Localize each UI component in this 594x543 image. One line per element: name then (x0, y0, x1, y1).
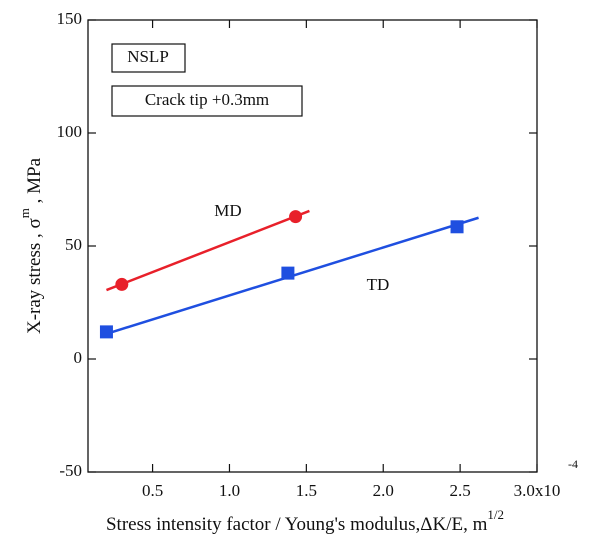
x-tick-label: 3.0x10 (514, 481, 561, 500)
point (115, 277, 129, 291)
annotation: Crack tip +0.3mm (145, 90, 269, 109)
x-axis-label: Stress intensity factor / Young's modulu… (106, 507, 504, 535)
annotation-box (111, 43, 186, 73)
y-axis-label: X-ray stress , σm , MPa (17, 157, 45, 334)
y-axis-label-superscript: m (17, 208, 32, 218)
x-tick-label: 1.0 (219, 481, 240, 500)
y-tick-label: -50 (59, 461, 82, 480)
x-axis-label-superscript: 1/2 (487, 507, 504, 522)
series-label: TD (367, 275, 390, 294)
y-axis-label-text: X-ray stress , σ (24, 218, 45, 334)
point (450, 220, 464, 234)
fit-line (105, 209, 310, 292)
y-tick-label: 50 (65, 235, 82, 254)
x-tick-label: 2.5 (449, 481, 470, 500)
y-tick-label: 0 (74, 348, 83, 367)
annotation: NSLP (127, 47, 169, 66)
point (99, 325, 113, 339)
x-tick-label: 0.5 (142, 481, 163, 500)
point (281, 266, 295, 280)
series-label: MD (214, 201, 241, 220)
y-tick-label: 100 (57, 122, 83, 141)
x-axis-label-text: Stress intensity factor / Young's modulu… (106, 514, 488, 535)
y-axis-label-unit: , MPa (24, 157, 45, 208)
annotation-box (111, 85, 303, 117)
x-tick-label: 2.0 (373, 481, 394, 500)
y-tick-label: 150 (57, 9, 83, 28)
x-exponent: -4 (568, 457, 578, 471)
point (289, 210, 303, 224)
x-tick-label: 1.5 (296, 481, 317, 500)
